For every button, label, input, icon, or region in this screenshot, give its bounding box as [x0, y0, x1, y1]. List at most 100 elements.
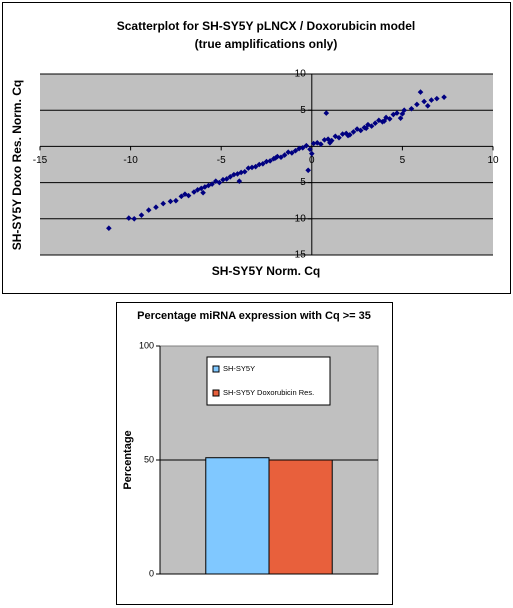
y-tick-label: 10	[295, 69, 307, 80]
legend-swatch	[212, 365, 220, 373]
y-axis-label: SH-SY5Y Doxo Res. Norm. Cq	[10, 80, 24, 250]
data-point	[278, 154, 284, 161]
data-point	[390, 111, 397, 118]
data-point	[299, 145, 306, 151]
data-point	[343, 130, 350, 137]
data-point	[223, 176, 230, 182]
x-tick-label: -5	[217, 155, 226, 166]
data-point	[414, 101, 420, 108]
data-point	[309, 150, 315, 157]
data-point	[263, 158, 270, 165]
scatter-title: Scatterplot for SH-SY5Y pLNCX / Doxorubi…	[117, 19, 415, 33]
data-point	[421, 98, 427, 105]
data-point	[178, 193, 185, 200]
data-point	[216, 179, 223, 186]
data-point	[350, 129, 357, 135]
data-point	[249, 164, 255, 171]
data-point	[160, 200, 167, 207]
data-point	[441, 94, 447, 100]
data-point	[252, 163, 259, 170]
data-point	[296, 145, 302, 152]
data-point	[191, 189, 197, 195]
data-point	[145, 207, 152, 213]
data-point	[307, 146, 313, 153]
x-tick-label: 10	[487, 155, 499, 166]
data-point	[185, 192, 192, 199]
data-point	[236, 178, 243, 184]
y-tick-label: 10	[295, 213, 307, 224]
data-point	[424, 103, 431, 109]
bar-title: Percentage miRNA expression with Cq >= 3…	[137, 310, 371, 322]
data-point	[303, 142, 310, 149]
data-point	[260, 160, 266, 167]
data-point	[231, 171, 237, 178]
data-point	[327, 139, 333, 146]
legend-label: SH-SY5Y	[223, 364, 255, 373]
data-point	[332, 133, 339, 140]
data-point	[394, 110, 400, 116]
data-point	[381, 118, 388, 124]
data-point	[314, 139, 321, 146]
data-point	[285, 149, 292, 155]
data-point	[417, 89, 424, 95]
data-point	[401, 107, 408, 113]
data-point	[434, 95, 440, 102]
data-point	[318, 141, 324, 148]
data-point	[272, 155, 279, 161]
data-point	[289, 150, 295, 156]
data-point	[281, 152, 288, 158]
data-point	[354, 126, 360, 132]
data-point	[323, 110, 330, 116]
data-point	[428, 97, 435, 103]
bar	[268, 459, 333, 575]
data-point	[138, 212, 145, 218]
y-tick-label: 0	[149, 568, 154, 578]
data-point	[245, 165, 252, 171]
data-point	[167, 198, 174, 205]
y-tick-label: 50	[144, 454, 154, 464]
data-point	[212, 178, 219, 184]
data-point	[153, 204, 159, 211]
data-point	[345, 132, 351, 139]
y-tick-label: 5	[300, 105, 306, 116]
x-tick-label: -10	[123, 155, 138, 166]
data-point	[220, 176, 226, 183]
data-point	[305, 167, 311, 174]
data-point	[372, 120, 379, 127]
x-tick-label: -15	[33, 155, 48, 166]
data-point	[336, 134, 342, 141]
data-point	[376, 117, 382, 124]
data-point	[256, 161, 263, 168]
y-tick-label: 100	[139, 340, 154, 350]
bar-y-axis-label: Percentage	[122, 430, 134, 489]
y-tick-label: 5	[300, 177, 306, 188]
data-point	[227, 174, 234, 180]
legend-swatch	[212, 389, 220, 397]
data-point	[339, 131, 346, 137]
data-point	[274, 153, 281, 160]
data-point	[408, 105, 415, 112]
data-point	[357, 127, 364, 134]
legend-label: SH-SY5Y Doxorubicin Res.	[223, 388, 314, 397]
data-point	[200, 189, 206, 196]
data-point	[238, 169, 244, 176]
data-point	[310, 140, 317, 147]
x-axis-label: SH-SY5Y Norm. Cq	[212, 264, 320, 278]
data-point	[397, 115, 404, 121]
y-tick-label: 15	[295, 250, 307, 261]
data-point	[209, 181, 215, 187]
data-point	[368, 123, 375, 129]
data-point	[267, 158, 273, 164]
data-point	[386, 116, 393, 122]
data-point	[173, 197, 179, 204]
bar	[205, 457, 270, 575]
data-point	[241, 168, 248, 175]
data-point	[321, 137, 328, 143]
data-point	[363, 125, 369, 132]
legend	[206, 356, 331, 406]
data-point	[131, 216, 138, 222]
x-tick-label: 5	[400, 155, 406, 166]
data-point	[125, 215, 132, 221]
data-point	[292, 147, 299, 154]
